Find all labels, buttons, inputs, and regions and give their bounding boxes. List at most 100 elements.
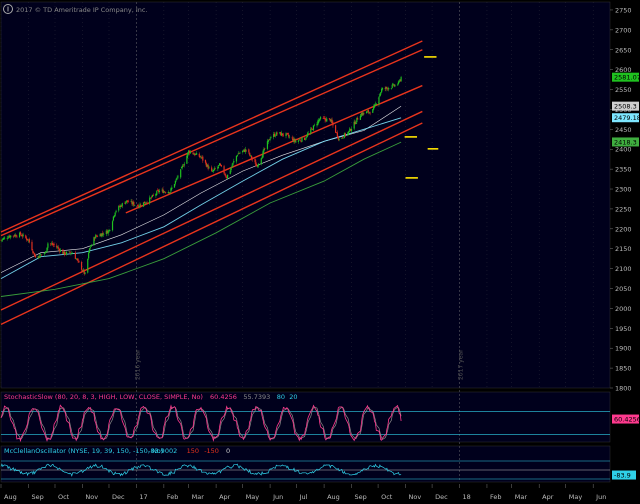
y-tick-label: 2650 xyxy=(615,46,632,54)
candle-body xyxy=(182,166,184,167)
candle-body xyxy=(56,245,58,248)
mcclellan-lines: -83.9 xyxy=(0,460,636,480)
candle-body xyxy=(87,258,89,273)
candle-body xyxy=(143,201,145,204)
candle-body xyxy=(105,230,107,234)
mcclellan-value: -150 xyxy=(204,447,219,455)
mcclellan-last-box xyxy=(612,470,636,480)
x-tick-label: Sep xyxy=(31,493,43,501)
candle-body xyxy=(313,124,315,126)
candle-body xyxy=(354,121,356,125)
candle-body xyxy=(281,133,284,136)
candle-body xyxy=(262,151,264,158)
candle-body xyxy=(95,235,97,239)
candle-body xyxy=(391,84,393,88)
candle-body xyxy=(337,136,339,140)
candles xyxy=(0,75,402,276)
candle-body xyxy=(257,166,259,167)
candle-body xyxy=(368,111,370,113)
y-tick-label: 2600 xyxy=(615,66,632,74)
candle-body xyxy=(349,128,351,132)
candle-body xyxy=(81,270,84,271)
candle-body xyxy=(260,158,262,165)
candle-body xyxy=(188,150,191,154)
candle-body xyxy=(361,112,363,115)
candle-body xyxy=(232,162,234,166)
candle-body xyxy=(301,137,303,142)
candle-body xyxy=(356,117,358,123)
candle-body xyxy=(230,167,232,170)
candle-body xyxy=(248,149,250,153)
candle-body xyxy=(140,205,142,206)
candle-body xyxy=(220,165,223,167)
stochastic-value: 55.7393 xyxy=(243,393,270,401)
candle-body xyxy=(152,195,154,196)
candle-body xyxy=(121,203,123,207)
x-tick-label: Apr xyxy=(542,493,554,501)
candle-body xyxy=(273,133,276,137)
candle-body xyxy=(168,192,170,194)
stochastic-main-line xyxy=(0,404,402,443)
candle-body xyxy=(251,158,253,160)
candle-body xyxy=(64,251,66,255)
candle-body xyxy=(192,152,194,155)
candle-body xyxy=(145,202,147,204)
candle-body xyxy=(276,133,278,134)
y-tick-label: 2200 xyxy=(615,225,632,233)
candle-body xyxy=(150,197,153,198)
candle-body xyxy=(330,119,332,122)
candle-body xyxy=(204,159,207,163)
candle-body xyxy=(236,155,238,157)
candle-body xyxy=(1,239,3,241)
mcclellan-last-label: -83.9 xyxy=(614,472,631,480)
candle-body xyxy=(267,139,269,142)
candle-body xyxy=(37,256,39,259)
candle-body xyxy=(57,247,60,249)
candle-body xyxy=(22,234,24,236)
candle-body xyxy=(231,165,233,167)
candle-body xyxy=(38,256,40,258)
candle-body xyxy=(31,241,33,251)
candle-body xyxy=(90,244,92,247)
mcclellan-line xyxy=(0,463,402,477)
info-icon[interactable] xyxy=(3,4,13,14)
candle-body xyxy=(158,190,161,192)
candle-body xyxy=(322,117,324,119)
candle-body xyxy=(384,88,386,89)
candle-body xyxy=(323,118,325,119)
candle-body xyxy=(57,247,59,248)
candle-body xyxy=(374,103,377,105)
candle-body xyxy=(305,137,307,138)
candle-body xyxy=(214,168,216,170)
candle-body xyxy=(350,128,352,131)
candle-body xyxy=(365,111,368,114)
candle-body xyxy=(19,232,22,235)
candle-body xyxy=(93,237,95,246)
candle-body xyxy=(256,165,258,167)
candle-body xyxy=(32,250,34,253)
candle-body xyxy=(285,133,287,137)
candle-body xyxy=(120,205,122,207)
candle-body xyxy=(149,197,152,199)
candle-body xyxy=(26,238,28,240)
level-marks xyxy=(404,56,439,179)
candle-body xyxy=(155,193,157,196)
candle-body xyxy=(111,221,114,231)
candle-body xyxy=(70,253,72,255)
candle-body xyxy=(34,256,37,258)
candle-body xyxy=(101,233,103,237)
candle-body xyxy=(76,258,78,260)
stochastic-values: 60.4256 55.7393 80 20 xyxy=(210,393,297,401)
candle-body xyxy=(385,87,387,89)
x-tick-label: 18 xyxy=(463,493,471,501)
price-panel xyxy=(0,1,611,389)
candle-body xyxy=(298,139,300,141)
x-tick-label: 17 xyxy=(139,493,147,501)
candle-body xyxy=(281,132,283,136)
x-tick-label: Oct xyxy=(58,493,70,501)
x-tick-label: Mar xyxy=(192,493,205,501)
x-tick-label: Nov xyxy=(409,493,422,501)
candle-body xyxy=(316,123,318,126)
candle-body xyxy=(306,134,308,137)
candle-body xyxy=(194,153,196,156)
